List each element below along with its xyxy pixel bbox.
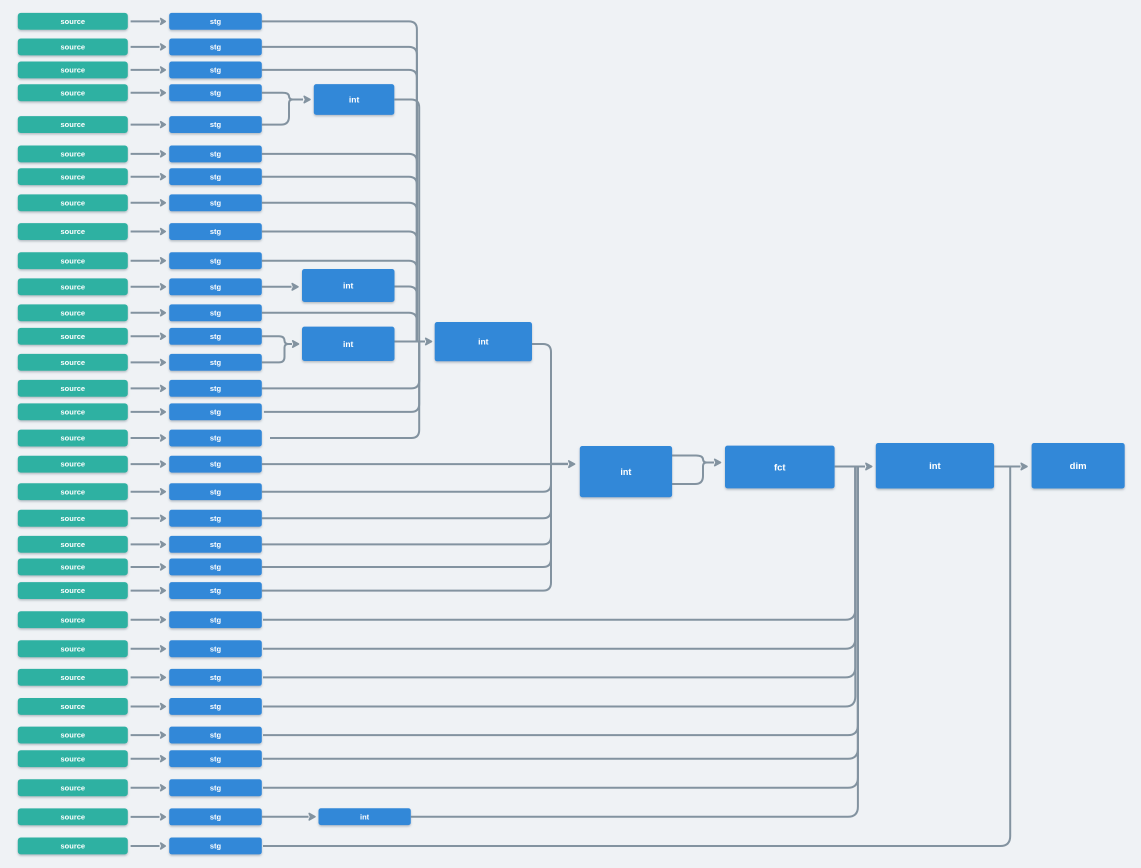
- svg-text:int: int: [343, 281, 354, 291]
- svg-text:stg: stg: [210, 150, 222, 159]
- svg-text:stg: stg: [210, 434, 222, 443]
- svg-text:source: source: [60, 487, 85, 496]
- svg-text:stg: stg: [210, 358, 222, 367]
- svg-text:source: source: [60, 43, 85, 52]
- svg-text:int: int: [478, 337, 489, 347]
- svg-text:source: source: [60, 172, 85, 181]
- svg-text:source: source: [60, 644, 85, 653]
- svg-text:int: int: [620, 467, 631, 477]
- svg-text:source: source: [60, 673, 85, 682]
- svg-text:source: source: [60, 783, 85, 792]
- svg-text:stg: stg: [210, 731, 222, 740]
- svg-text:source: source: [60, 66, 85, 75]
- svg-text:stg: stg: [210, 43, 222, 52]
- svg-text:source: source: [60, 702, 85, 711]
- svg-text:fct: fct: [774, 462, 786, 473]
- svg-text:stg: stg: [210, 783, 222, 792]
- svg-text:source: source: [60, 256, 85, 265]
- svg-text:stg: stg: [210, 754, 222, 763]
- svg-text:source: source: [60, 586, 85, 595]
- svg-text:stg: stg: [210, 540, 222, 549]
- svg-text:stg: stg: [210, 88, 222, 97]
- svg-text:int: int: [349, 95, 360, 105]
- svg-text:stg: stg: [210, 308, 222, 317]
- svg-text:source: source: [60, 460, 85, 469]
- svg-text:source: source: [60, 514, 85, 523]
- svg-text:source: source: [60, 615, 85, 624]
- svg-text:source: source: [60, 813, 85, 822]
- svg-text:source: source: [60, 198, 85, 207]
- svg-text:stg: stg: [210, 673, 222, 682]
- svg-text:stg: stg: [210, 842, 222, 851]
- svg-text:stg: stg: [210, 120, 222, 129]
- svg-text:source: source: [60, 540, 85, 549]
- svg-text:stg: stg: [210, 256, 222, 265]
- svg-text:source: source: [60, 408, 85, 417]
- svg-text:int: int: [360, 812, 370, 821]
- svg-text:dim: dim: [1070, 461, 1087, 472]
- svg-text:int: int: [929, 461, 941, 472]
- svg-text:stg: stg: [210, 198, 222, 207]
- svg-text:source: source: [60, 308, 85, 317]
- svg-text:source: source: [60, 227, 85, 236]
- svg-text:stg: stg: [210, 615, 222, 624]
- svg-text:source: source: [60, 88, 85, 97]
- svg-text:source: source: [60, 731, 85, 740]
- svg-text:int: int: [343, 339, 354, 349]
- svg-text:stg: stg: [210, 282, 222, 291]
- svg-text:stg: stg: [210, 563, 222, 572]
- svg-text:source: source: [60, 358, 85, 367]
- svg-text:stg: stg: [210, 702, 222, 711]
- svg-text:source: source: [60, 150, 85, 159]
- svg-text:source: source: [60, 563, 85, 572]
- svg-text:stg: stg: [210, 17, 222, 26]
- svg-text:stg: stg: [210, 487, 222, 496]
- svg-text:source: source: [60, 434, 85, 443]
- svg-text:stg: stg: [210, 384, 222, 393]
- svg-text:source: source: [60, 842, 85, 851]
- svg-text:stg: stg: [210, 227, 222, 236]
- svg-text:source: source: [60, 17, 85, 26]
- svg-text:stg: stg: [210, 460, 222, 469]
- svg-text:stg: stg: [210, 644, 222, 653]
- svg-text:stg: stg: [210, 66, 222, 75]
- svg-text:source: source: [60, 332, 85, 341]
- svg-text:stg: stg: [210, 172, 222, 181]
- svg-text:stg: stg: [210, 332, 222, 341]
- svg-text:source: source: [60, 384, 85, 393]
- svg-text:source: source: [60, 282, 85, 291]
- svg-text:stg: stg: [210, 408, 222, 417]
- svg-text:stg: stg: [210, 586, 222, 595]
- svg-text:stg: stg: [210, 813, 222, 822]
- svg-text:source: source: [60, 120, 85, 129]
- svg-text:source: source: [60, 754, 85, 763]
- svg-text:stg: stg: [210, 514, 222, 523]
